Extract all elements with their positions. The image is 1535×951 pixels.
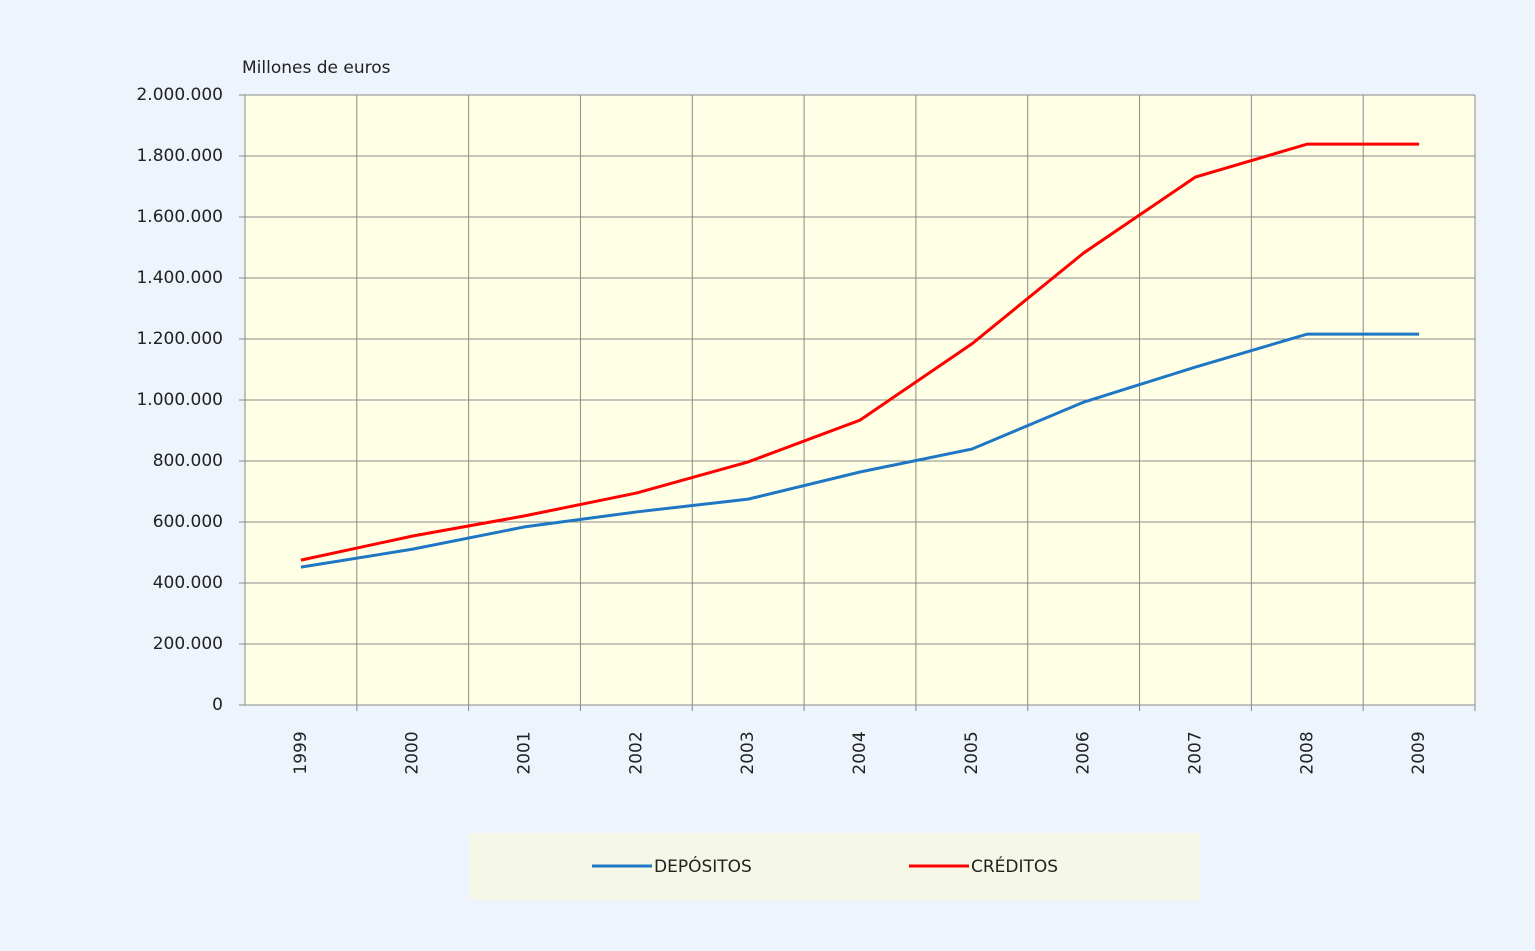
y-tick-label: 1.600.000 xyxy=(136,207,223,227)
x-tick-label: 2002 xyxy=(626,731,646,774)
y-axis-label: Millones de euros xyxy=(242,58,391,78)
x-tick-label: 1999 xyxy=(291,731,311,774)
x-tick-label: 2003 xyxy=(738,731,758,774)
y-tick-label: 800.000 xyxy=(153,451,223,471)
y-tick-label: 400.000 xyxy=(153,573,223,593)
x-tick-label: 2001 xyxy=(515,731,535,774)
y-tick-label: 1.000.000 xyxy=(136,390,223,410)
y-tick-label: 2.000.000 xyxy=(136,85,223,105)
x-tick-label: 2005 xyxy=(962,731,982,774)
x-tick-label: 2007 xyxy=(1185,731,1205,774)
y-tick-label: 1.200.000 xyxy=(136,329,223,349)
series-line xyxy=(300,142,1420,562)
y-tick-label: 1.400.000 xyxy=(136,268,223,288)
x-tick-label: 2008 xyxy=(1297,731,1317,774)
x-tick-label: 2000 xyxy=(403,731,423,774)
series-line xyxy=(300,332,1420,569)
x-tick-label: 2006 xyxy=(1074,731,1094,774)
y-tick-label: 600.000 xyxy=(153,512,223,532)
legend-label: CRÉDITOS xyxy=(971,855,1058,877)
x-tick-label: 2004 xyxy=(850,731,870,774)
legend xyxy=(470,833,1200,900)
y-tick-label: 200.000 xyxy=(153,634,223,654)
x-tick-label: 2009 xyxy=(1409,731,1429,774)
legend-label: DEPÓSITOS xyxy=(654,855,752,877)
y-tick-label: 1.800.000 xyxy=(136,146,223,166)
y-tick-label: 0 xyxy=(212,695,223,715)
